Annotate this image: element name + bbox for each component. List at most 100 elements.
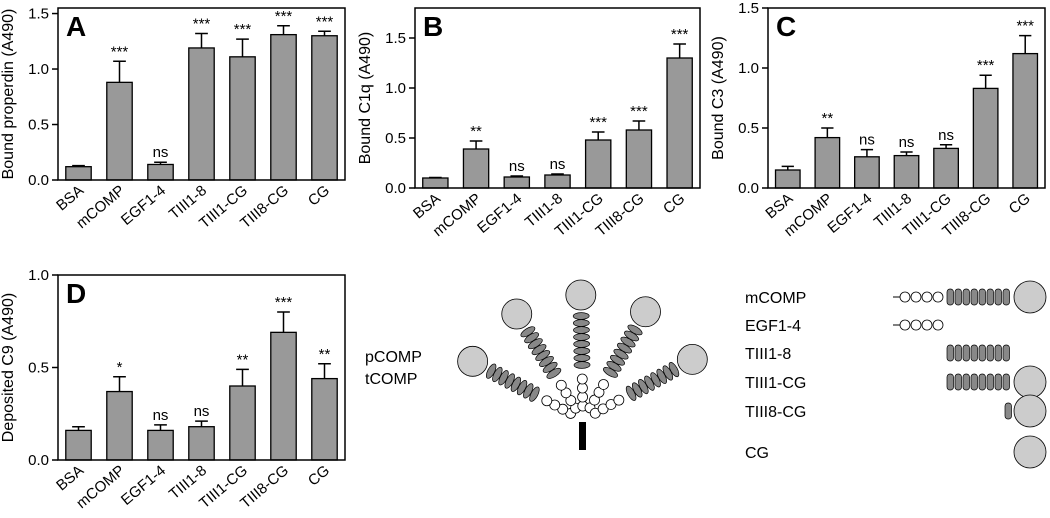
egf-domain bbox=[576, 373, 588, 385]
bar bbox=[106, 390, 133, 461]
error-bar bbox=[900, 151, 913, 156]
significance-label: *** bbox=[275, 8, 293, 25]
bar bbox=[106, 81, 133, 181]
error-bar bbox=[113, 376, 126, 392]
cg-domain bbox=[1013, 394, 1047, 428]
y-tick-label: 1.0 bbox=[738, 60, 759, 77]
error-bar bbox=[551, 173, 564, 175]
cg-domain bbox=[1013, 280, 1047, 314]
pentamer-label: pCOMP bbox=[365, 349, 422, 366]
error-bar bbox=[277, 25, 290, 35]
egf-domain bbox=[541, 395, 553, 407]
significance-label: *** bbox=[111, 43, 129, 60]
significance-label: ns bbox=[550, 156, 566, 173]
tiii-domain bbox=[573, 326, 590, 334]
error-bar bbox=[72, 425, 85, 431]
x-tick-label: EGF1-4 bbox=[118, 462, 169, 509]
significance-label: ns bbox=[153, 144, 169, 161]
tiii-domain bbox=[668, 362, 680, 378]
significance-label: *** bbox=[316, 13, 334, 30]
egf-domain bbox=[560, 387, 572, 399]
y-axis-label: Bound properdin (A490) bbox=[0, 9, 17, 180]
bar bbox=[188, 47, 215, 181]
egf-domain bbox=[555, 379, 567, 391]
error-bar bbox=[1019, 34, 1032, 54]
significance-label: * bbox=[117, 359, 123, 376]
bar bbox=[422, 177, 449, 189]
tiii-domain bbox=[1004, 402, 1012, 420]
construct-label: EGF1-4 bbox=[745, 318, 801, 335]
tiii-domain bbox=[520, 326, 536, 338]
y-tick-label: 0.5 bbox=[28, 117, 49, 134]
tiii-domain bbox=[572, 319, 590, 327]
tiii-domain bbox=[572, 312, 590, 320]
error-bar bbox=[195, 32, 208, 48]
egf-domain bbox=[921, 319, 933, 331]
error-bar bbox=[195, 420, 208, 427]
error-bar bbox=[781, 165, 794, 170]
tiii-domain bbox=[573, 333, 590, 341]
y-axis-label: Bound C1q (A490) bbox=[357, 32, 374, 165]
error-bar bbox=[510, 175, 524, 177]
tiii-domain bbox=[486, 363, 497, 379]
tiii-domain bbox=[994, 344, 1002, 362]
tiii-domain bbox=[970, 373, 978, 391]
x-tick-label: BSA bbox=[53, 462, 87, 494]
significance-label: ns bbox=[153, 407, 169, 424]
significance-label: *** bbox=[589, 114, 607, 131]
error-bar bbox=[469, 140, 483, 149]
x-tick-label: CG bbox=[1006, 190, 1034, 217]
cg-domain bbox=[630, 296, 661, 328]
bar bbox=[544, 174, 571, 189]
significance-label: ** bbox=[237, 351, 249, 368]
x-tick-label: EGF1-4 bbox=[824, 190, 875, 237]
bar bbox=[65, 166, 92, 181]
y-axis-label: Deposited C9 (A490) bbox=[0, 293, 17, 442]
tiii-domain bbox=[573, 354, 591, 362]
error-bar bbox=[821, 127, 834, 138]
error-bar bbox=[860, 148, 874, 157]
bar bbox=[462, 148, 490, 189]
tiii-domain bbox=[994, 288, 1002, 306]
tiii-domain bbox=[573, 347, 591, 355]
tiii-domain bbox=[962, 344, 970, 362]
error-bar bbox=[72, 164, 85, 167]
tiii-domain bbox=[954, 344, 962, 362]
tiii-domain bbox=[978, 288, 986, 306]
tiii-domain bbox=[970, 344, 978, 362]
tiii-domain bbox=[1002, 344, 1010, 362]
bar bbox=[311, 377, 338, 461]
cg-domain bbox=[457, 345, 489, 377]
significance-label: *** bbox=[671, 26, 689, 43]
egf-domain bbox=[598, 379, 609, 390]
x-tick-label: BSA bbox=[410, 190, 444, 222]
bar bbox=[270, 331, 297, 461]
x-tick-label: CG bbox=[305, 182, 333, 209]
bar bbox=[584, 139, 612, 189]
cg-domain bbox=[1013, 435, 1047, 469]
tiii-domain bbox=[962, 288, 970, 306]
error-bar bbox=[318, 363, 331, 379]
bar bbox=[65, 429, 92, 461]
tiii-domain bbox=[946, 373, 954, 391]
tiii-domain bbox=[573, 340, 591, 348]
egf-domain bbox=[899, 291, 911, 303]
x-tick-label: EGF1-4 bbox=[474, 190, 525, 237]
panel-label: A bbox=[66, 11, 86, 42]
bar bbox=[229, 385, 256, 461]
construct-label: CG bbox=[745, 445, 769, 462]
error-bar bbox=[236, 368, 249, 386]
plot-frame bbox=[414, 7, 701, 189]
tiii-domain bbox=[1002, 288, 1010, 306]
y-tick-label: 1.0 bbox=[28, 267, 49, 284]
significance-label: ns bbox=[899, 134, 915, 151]
significance-label: *** bbox=[193, 16, 211, 33]
error-bar bbox=[154, 161, 167, 165]
significance-label: ** bbox=[822, 110, 834, 127]
bar bbox=[893, 154, 920, 189]
error-bar bbox=[318, 30, 331, 36]
y-tick-label: 0.5 bbox=[28, 360, 49, 377]
egf-domain bbox=[899, 319, 911, 331]
y-tick-label: 0.0 bbox=[385, 180, 406, 197]
